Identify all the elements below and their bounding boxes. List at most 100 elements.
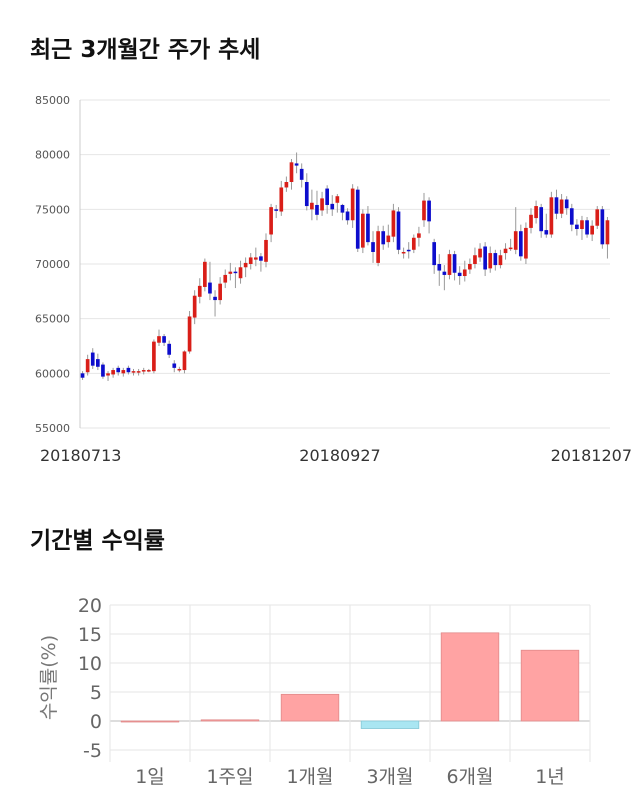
- candle-body: [248, 257, 253, 264]
- candle-body: [376, 231, 380, 263]
- candle-body: [442, 271, 447, 275]
- candle-body: [595, 209, 600, 226]
- period-returns-title: 기간별 수익률: [30, 528, 165, 554]
- candle-body: [218, 283, 222, 301]
- period-category-label: 1년: [535, 766, 565, 788]
- price-axis-tick-label: 65000: [35, 313, 70, 326]
- candle-body: [605, 220, 610, 245]
- candle-body: [289, 162, 294, 182]
- candle-body: [126, 367, 131, 373]
- candle-body: [269, 207, 273, 235]
- returns-bar: [200, 719, 260, 722]
- candle-body: [513, 231, 518, 250]
- returns-axis-tick-label: 15: [78, 624, 102, 646]
- candle-body: [539, 207, 544, 232]
- candle-body: [422, 200, 426, 221]
- price-axis-tick-label: 55000: [35, 422, 70, 435]
- candle-body: [447, 254, 452, 275]
- candle-body: [427, 200, 431, 222]
- candle-body: [274, 209, 279, 211]
- returns-bar-chart: -5 0 5 10 15 20 1일 1주일 1개월 3개월 6개월 1년 수익률(%): [38, 595, 591, 788]
- candle-body: [284, 182, 289, 188]
- candle-body: [304, 182, 309, 207]
- candle-body: [182, 351, 187, 371]
- candle-body: [162, 336, 166, 343]
- candle-body: [330, 203, 335, 210]
- price-axis-tick-label: 85000: [35, 94, 70, 107]
- returns-bar: [120, 720, 180, 723]
- candle-body: [243, 262, 248, 268]
- candle-body: [391, 210, 396, 237]
- candle-body: [121, 370, 126, 374]
- date-axis-label: 20181207: [551, 446, 632, 465]
- candle-body: [116, 367, 121, 373]
- candle-body: [544, 230, 549, 235]
- candlestick-chart: 55000 60000 65000 70000 75000 80000 85000 20180…: [35, 94, 632, 465]
- period-category-label: 1주일: [206, 766, 253, 788]
- candle-body: [197, 285, 202, 297]
- candle-body: [152, 341, 156, 372]
- candle-body: [141, 370, 146, 372]
- candle-body: [437, 264, 442, 271]
- candle-body: [488, 253, 493, 269]
- candle-body: [177, 368, 182, 371]
- candle-body: [208, 282, 212, 294]
- candle-body: [213, 296, 217, 301]
- candle-body: [187, 316, 192, 352]
- returns-bar: [440, 632, 500, 722]
- candle-body: [264, 239, 268, 262]
- candle-body: [585, 220, 589, 235]
- candle-body: [167, 343, 172, 355]
- candle-body: [294, 163, 299, 166]
- candle-body: [529, 214, 533, 228]
- candle-body: [340, 204, 345, 213]
- candle-body: [401, 251, 406, 254]
- candle-body: [101, 364, 105, 377]
- candle-body: [310, 202, 314, 210]
- candle-body: [564, 199, 569, 209]
- candle-body: [452, 254, 457, 273]
- returns-y-axis-title: 수익률(%): [38, 635, 60, 720]
- candle-body: [203, 261, 207, 287]
- candle-body: [279, 187, 284, 212]
- candle-body: [559, 199, 564, 214]
- candle-body: [417, 233, 421, 238]
- candle-body: [524, 227, 528, 259]
- returns-axis-tick-label: 5: [90, 682, 102, 704]
- candle-body: [157, 336, 161, 343]
- date-axis-label: 20180713: [40, 446, 121, 465]
- candle-body: [355, 189, 360, 249]
- candle-body: [85, 359, 90, 373]
- candle-body: [228, 271, 233, 274]
- candle-body: [534, 206, 538, 219]
- price-axis-tick-label: 80000: [35, 149, 70, 162]
- candle-body: [483, 246, 487, 270]
- candle-body: [493, 253, 498, 266]
- candle-body: [233, 271, 238, 274]
- candle-body: [335, 196, 340, 203]
- candle-body: [111, 370, 115, 375]
- candle-body: [590, 225, 594, 235]
- price-axis-tick-label: 75000: [35, 203, 70, 216]
- candle-body: [253, 257, 258, 260]
- candle-body: [106, 373, 110, 376]
- candle-body: [508, 247, 513, 250]
- candle-body: [554, 197, 559, 214]
- candle-body: [478, 248, 482, 258]
- candle-body: [381, 231, 386, 245]
- candle-body: [96, 359, 100, 367]
- returns-bar: [360, 720, 420, 729]
- candle-body: [90, 352, 95, 366]
- returns-axis-tick-label: 20: [78, 595, 102, 617]
- candle-body: [575, 224, 579, 230]
- candle-body: [299, 168, 304, 180]
- candle-body: [503, 248, 508, 254]
- candle-body: [371, 242, 375, 252]
- candle-body: [411, 237, 416, 250]
- candle-body: [569, 208, 574, 225]
- candle-body: [518, 231, 523, 257]
- candle-body: [473, 255, 477, 264]
- returns-axis-tick-label: -5: [83, 740, 102, 762]
- candle-body: [580, 220, 584, 230]
- candle-body: [468, 264, 472, 270]
